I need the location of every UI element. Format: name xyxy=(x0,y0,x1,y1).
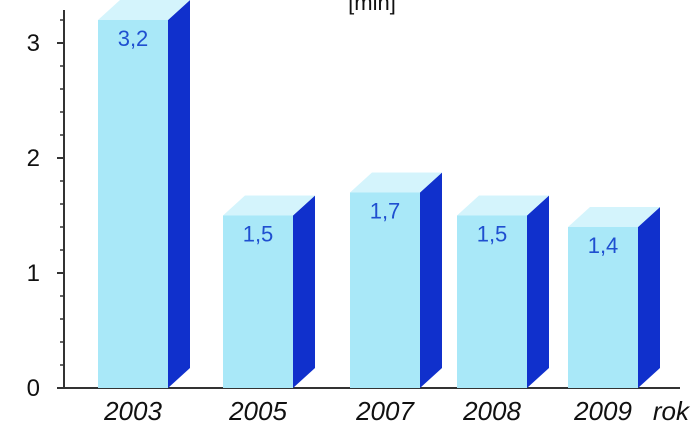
bar-top-face xyxy=(223,195,315,216)
bar-front-face xyxy=(350,192,420,388)
bar-side-face xyxy=(638,207,660,388)
category-label: 2005 xyxy=(228,396,287,426)
bar-front-face xyxy=(568,227,638,388)
x-axis-label: rok xyxy=(653,396,691,426)
category-label: 2009 xyxy=(573,396,632,426)
bar-front-face xyxy=(223,215,293,388)
category-label: 2007 xyxy=(355,396,415,426)
labels: 3,2 2003 1,5 2005 1,7 2007 1,5 2008 1,4 2009 xyxy=(103,26,632,426)
y-tick-label: 0 xyxy=(27,375,40,402)
bar-top-face xyxy=(98,0,190,20)
bar-top-face xyxy=(350,172,442,193)
bar-2008 xyxy=(457,195,549,388)
category-label: 2003 xyxy=(103,396,162,426)
bar-2005 xyxy=(223,195,315,388)
y-tick-label: 2 xyxy=(27,145,40,172)
value-label: 3,2 xyxy=(118,26,149,51)
bar-side-face xyxy=(527,195,549,388)
bar-top-face xyxy=(568,207,660,227)
unit-label: [mln] xyxy=(348,0,396,15)
bar-front-face xyxy=(457,215,527,388)
bar-front-face xyxy=(98,20,168,388)
bar-top-face xyxy=(457,195,549,216)
value-label: 1,5 xyxy=(477,222,508,247)
bars xyxy=(98,0,660,388)
value-label: 1,7 xyxy=(370,199,401,224)
bar-side-face xyxy=(293,195,315,388)
bar-2007 xyxy=(350,172,442,388)
bar-2009 xyxy=(568,207,660,388)
bar-2003 xyxy=(98,0,190,388)
bar-side-face xyxy=(420,172,442,388)
value-label: 1,5 xyxy=(243,222,274,247)
y-tick-label: 1 xyxy=(27,260,40,287)
y-tick-label: 3 xyxy=(27,30,40,57)
bar-side-face xyxy=(168,0,190,388)
value-label: 1,4 xyxy=(588,233,619,258)
category-label: 2008 xyxy=(462,396,521,426)
